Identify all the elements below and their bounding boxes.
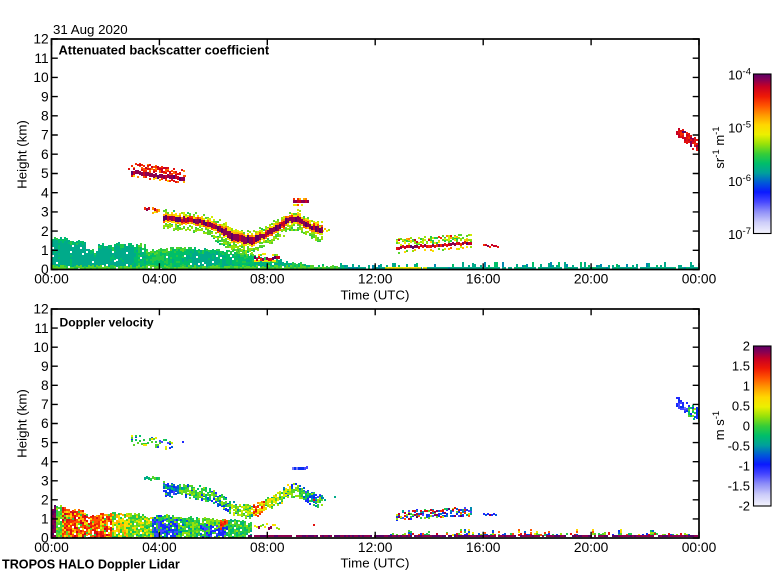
svg-text:08:00: 08:00	[250, 540, 285, 555]
svg-text:-1: -1	[738, 459, 750, 474]
svg-text:Attenuated backscatter coeffic: Attenuated backscatter coefficient	[59, 43, 270, 58]
svg-text:8: 8	[41, 378, 49, 393]
svg-text:12: 12	[33, 32, 48, 47]
svg-text:-1.5: -1.5	[728, 479, 750, 494]
svg-text:00:00: 00:00	[682, 540, 717, 555]
svg-text:10: 10	[33, 70, 49, 85]
svg-text:16:00: 16:00	[466, 271, 501, 286]
svg-text:8: 8	[41, 109, 49, 124]
svg-text:9: 9	[41, 359, 49, 374]
svg-text:1: 1	[41, 243, 49, 258]
svg-text:10: 10	[33, 340, 49, 355]
svg-text:1: 1	[743, 379, 750, 394]
svg-text:04:00: 04:00	[142, 540, 177, 555]
svg-text:9: 9	[41, 89, 49, 104]
svg-text:20:00: 20:00	[574, 540, 609, 555]
svg-text:2: 2	[41, 493, 49, 508]
svg-text:Doppler velocity: Doppler velocity	[60, 316, 154, 330]
svg-text:11: 11	[34, 51, 48, 66]
svg-text:-2: -2	[738, 499, 750, 514]
svg-text:0: 0	[41, 262, 49, 277]
svg-text:11: 11	[34, 321, 48, 336]
svg-text:Time (UTC): Time (UTC)	[341, 288, 410, 303]
svg-text:2: 2	[743, 339, 750, 354]
svg-text:6: 6	[41, 147, 49, 162]
svg-text:0: 0	[41, 531, 49, 546]
svg-text:Height (km): Height (km)	[15, 389, 30, 458]
svg-text:7: 7	[41, 128, 49, 143]
svg-text:20:00: 20:00	[574, 271, 609, 286]
svg-text:1.5: 1.5	[732, 359, 750, 374]
svg-text:7: 7	[41, 397, 49, 412]
svg-text:08:00: 08:00	[250, 271, 285, 286]
svg-text:1: 1	[41, 512, 49, 527]
svg-text:Time (UTC): Time (UTC)	[341, 556, 410, 571]
svg-text:4: 4	[41, 454, 49, 469]
svg-text:0.5: 0.5	[732, 399, 750, 414]
svg-text:Height (km): Height (km)	[15, 120, 30, 189]
svg-text:0: 0	[743, 419, 750, 434]
svg-text:3: 3	[41, 473, 49, 488]
svg-text:16:00: 16:00	[466, 540, 501, 555]
svg-text:6: 6	[41, 416, 49, 431]
svg-text:12:00: 12:00	[358, 271, 393, 286]
svg-text:-0.5: -0.5	[728, 439, 750, 454]
svg-text:00:00: 00:00	[34, 540, 69, 555]
svg-text:5: 5	[41, 435, 49, 450]
svg-text:sr-1 m-1: sr-1 m-1	[711, 126, 727, 168]
svg-text:4: 4	[41, 185, 49, 200]
svg-text:3: 3	[41, 205, 49, 220]
svg-text:12:00: 12:00	[358, 540, 393, 555]
svg-text:00:00: 00:00	[34, 271, 69, 286]
svg-text:00:00: 00:00	[682, 271, 717, 286]
svg-text:12: 12	[33, 302, 48, 317]
svg-text:TROPOS HALO Doppler Lidar: TROPOS HALO Doppler Lidar	[2, 558, 180, 572]
svg-text:31 Aug 2020: 31 Aug 2020	[53, 22, 128, 37]
svg-text:5: 5	[41, 166, 49, 181]
svg-text:04:00: 04:00	[142, 271, 177, 286]
svg-text:2: 2	[41, 224, 49, 239]
